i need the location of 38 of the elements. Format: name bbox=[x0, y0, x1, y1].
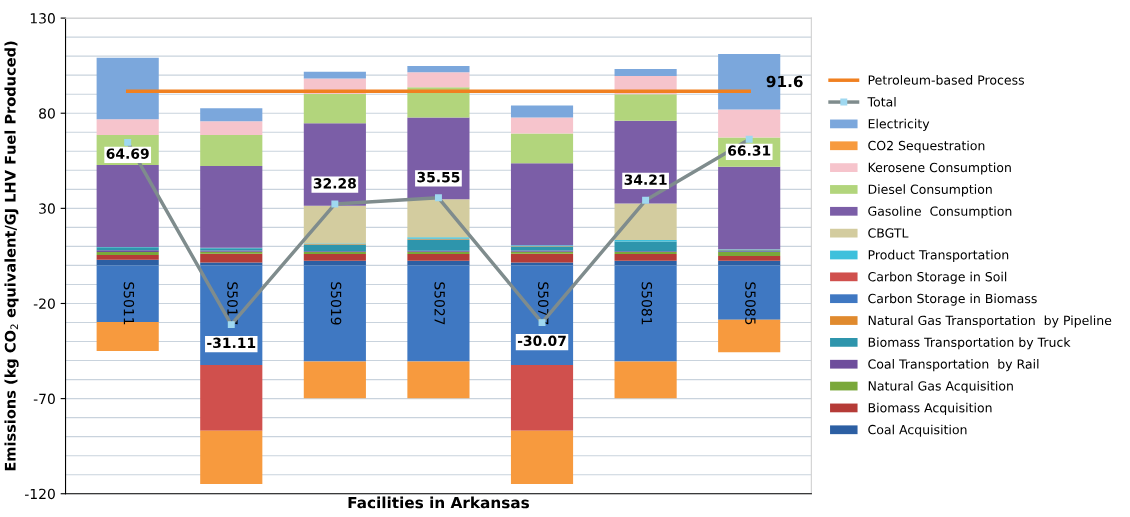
data-label: -30.07 bbox=[517, 335, 566, 347]
data-label: -31.11 bbox=[207, 337, 256, 349]
legend-label: Gasoline Consumption bbox=[868, 206, 1012, 219]
data-label: 66.31 bbox=[728, 145, 771, 156]
x-tick-label: S5011 bbox=[123, 282, 135, 325]
x-tick-label: S5019 bbox=[330, 282, 342, 325]
data-label: 32.28 bbox=[313, 178, 356, 189]
legend-label: Biomass Transportation by Truck bbox=[868, 337, 1071, 350]
legend-label: CO2 Sequestration bbox=[868, 140, 985, 153]
y-tick-label: 30 bbox=[39, 203, 55, 214]
y-tick-label: -70 bbox=[33, 393, 55, 405]
y-axis-title: Emissions (kg CO$_{2}$ equivalent/GJ LHV Fuel Produced) bbox=[4, 41, 19, 471]
legend-label: Total bbox=[867, 96, 896, 107]
data-label: 64.69 bbox=[106, 148, 149, 159]
legend-label: Carbon Storage in Soil bbox=[868, 271, 1007, 284]
legend-label: Natural Gas Acquisition bbox=[868, 380, 1013, 394]
x-tick-label: S5027 bbox=[434, 282, 445, 325]
y-tick-label: -20 bbox=[33, 298, 55, 309]
y-tick-label: 130 bbox=[30, 13, 55, 24]
x-axis-title: Facilities in Arkansas bbox=[348, 496, 529, 509]
legend-label: Natural Gas Transportation by Pipeline bbox=[868, 315, 1112, 328]
x-tick-label: S5081 bbox=[641, 282, 653, 325]
x-tick-label: S5085 bbox=[745, 282, 756, 325]
legend-label: Biomass Acquisition bbox=[868, 402, 992, 415]
legend-label: Product Transportation bbox=[868, 249, 1009, 262]
legend-label: Electricity bbox=[868, 118, 930, 131]
legend-label: CBGTL bbox=[868, 228, 909, 238]
legend-label: Coal Transportation by Rail bbox=[868, 359, 1039, 372]
legend-label: Coal Acquisition bbox=[868, 424, 967, 437]
data-label: 91.6 bbox=[766, 75, 803, 88]
legend-label: Diesel Consumption bbox=[868, 184, 992, 197]
y-tick-label: -120 bbox=[24, 488, 55, 500]
y-tick-label: 80 bbox=[39, 108, 55, 119]
data-label: 34.21 bbox=[624, 174, 667, 185]
legend-label: Kerosene Consumption bbox=[868, 162, 1011, 175]
data-label: 35.55 bbox=[417, 171, 460, 183]
legend-label: Petroleum-based Process bbox=[868, 75, 1025, 85]
legend-label: Carbon Storage in Biomass bbox=[868, 293, 1037, 306]
